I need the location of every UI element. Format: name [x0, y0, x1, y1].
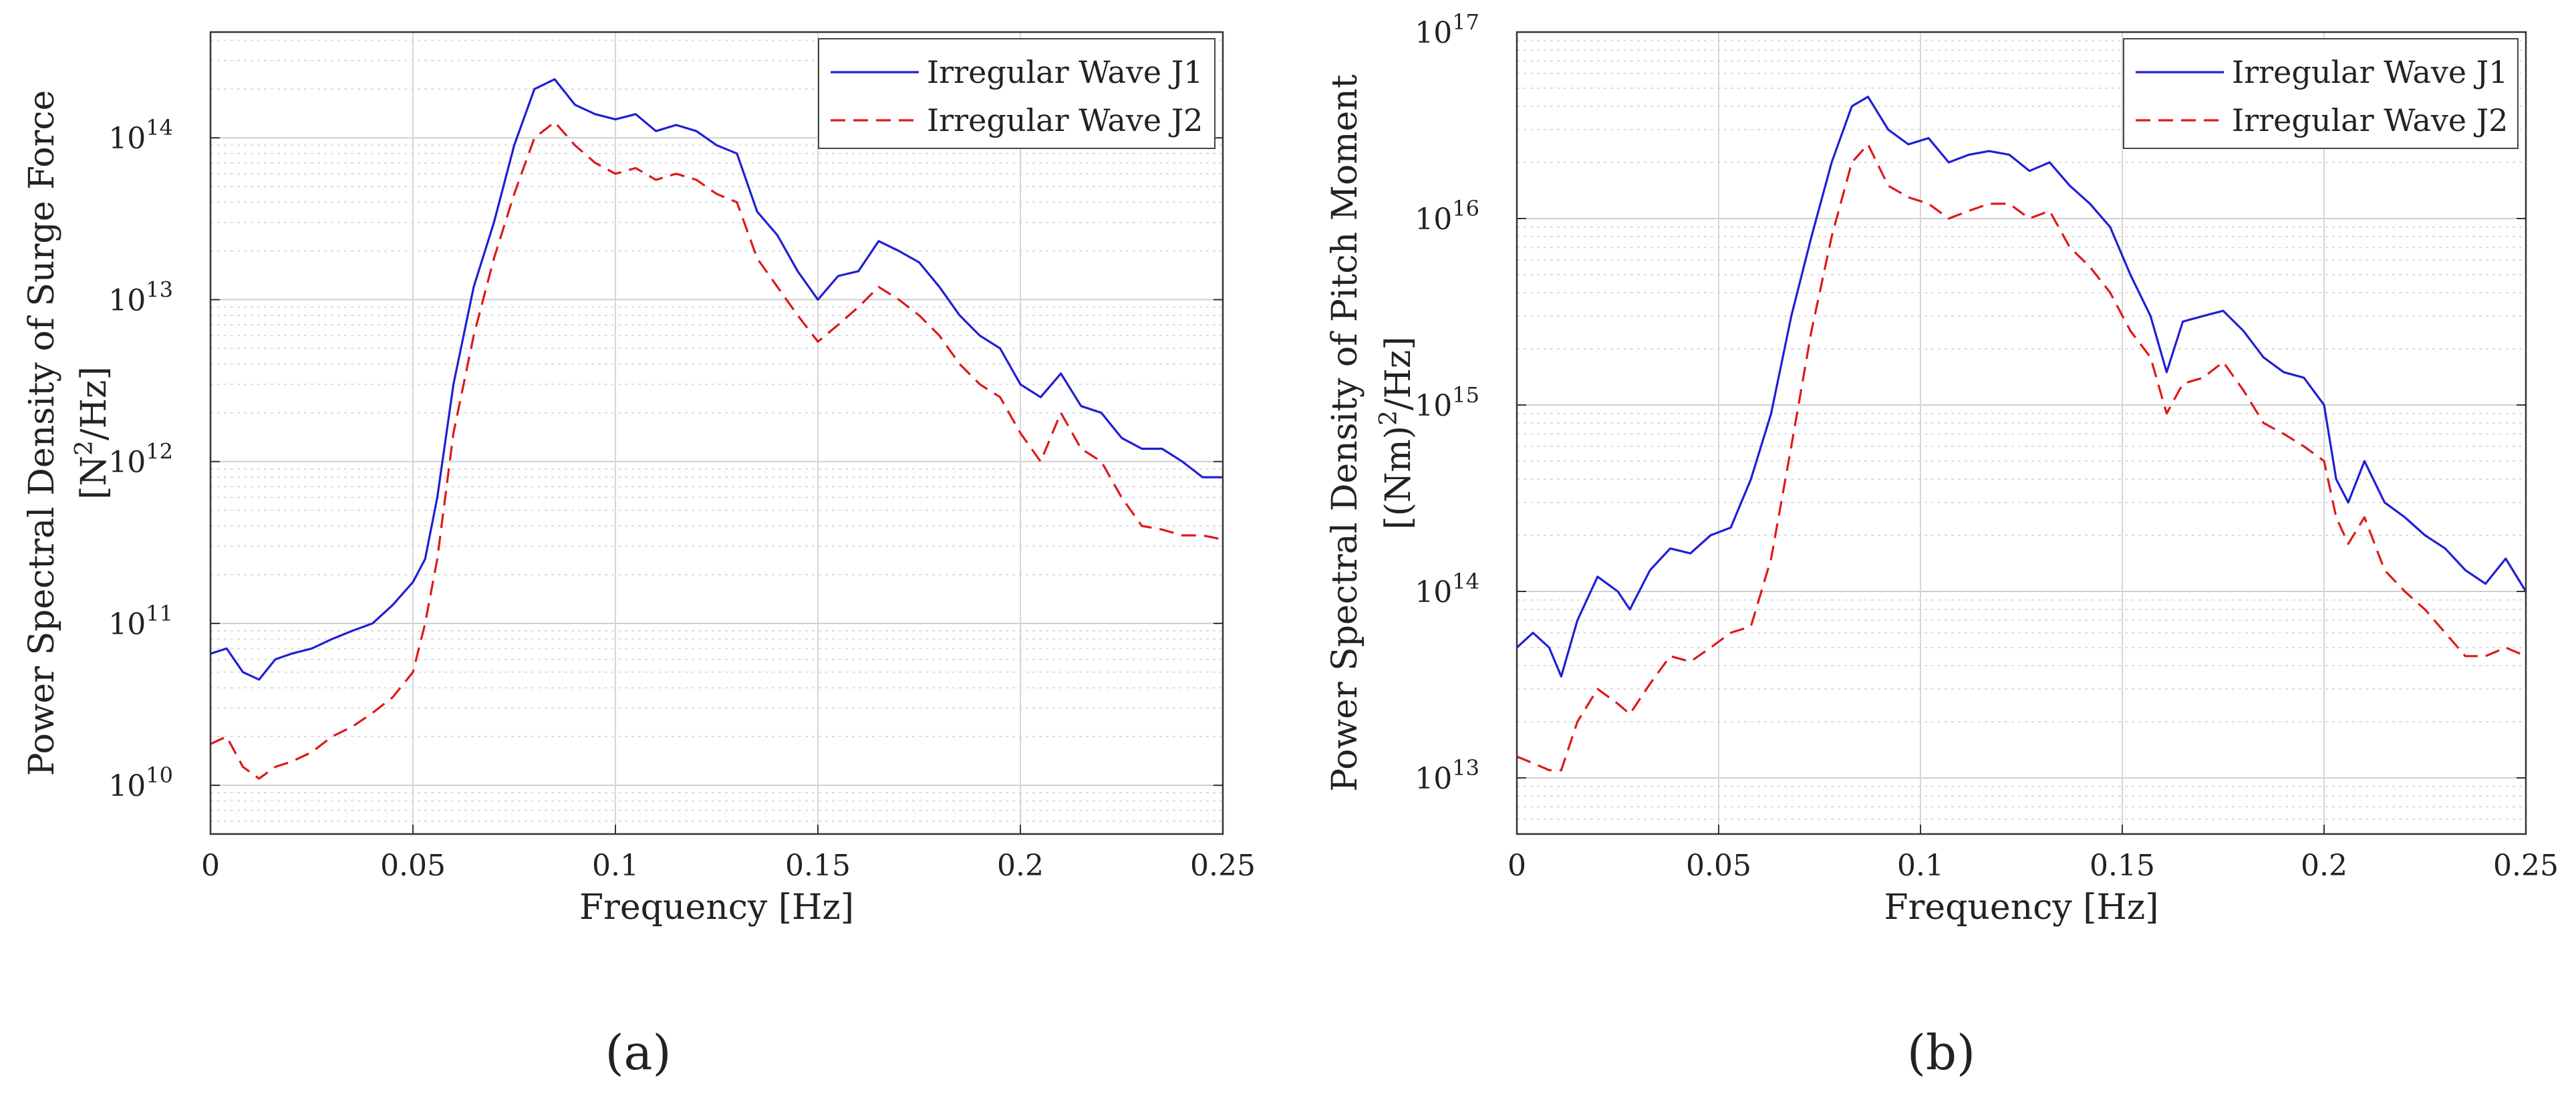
y-tick-label-a: 1014 [108, 115, 173, 156]
y-tick-label-a: 1012 [108, 439, 173, 480]
y-tick-exponent-b: 17 [1452, 9, 1479, 35]
y-axis-label-part-b: [(Nm) [1379, 426, 1419, 530]
legend-label-a-j2: Irregular Wave J2 [927, 102, 1203, 138]
y-tick-base-b: 10 [1415, 389, 1452, 423]
legend-label-b-j2: Irregular Wave J2 [2232, 102, 2508, 138]
x-tick-label-a: 0.05 [380, 849, 446, 883]
y-tick-exponent-b: 14 [1452, 569, 1479, 594]
y-tick-label-a: 1013 [108, 277, 173, 317]
x-tick-label-b: 0.1 [1897, 849, 1944, 883]
y-axis-label-part-a: [N [74, 456, 114, 500]
legend-b [2123, 38, 2519, 149]
y-tick-exponent-a: 10 [146, 763, 173, 788]
legend-label-b-j1: Irregular Wave J1 [2232, 54, 2508, 90]
axes-frame-b [1516, 31, 2527, 835]
x-tick-label-a: 0.25 [1190, 849, 1256, 883]
y-tick-exponent-a: 11 [146, 601, 173, 626]
legend-label-a-j1: Irregular Wave J1 [927, 54, 1203, 90]
legend-a [818, 38, 1215, 149]
x-tick-label-b: 0.2 [2301, 849, 2347, 883]
y-tick-exponent-a: 13 [146, 277, 173, 302]
y-tick-label-b: 1014 [1415, 569, 1479, 609]
x-tick-label-b: 0.25 [2493, 849, 2559, 883]
x-tick-label-a: 0.1 [592, 849, 639, 883]
plot-area-b [1517, 32, 2526, 834]
y-axis-label-line2-b: [(Nm)2/Hz] [1375, 336, 1419, 529]
y-tick-base-a: 10 [108, 283, 146, 317]
y-tick-label-b: 1016 [1415, 196, 1479, 237]
y-tick-exponent-b: 15 [1452, 382, 1479, 408]
y-axis-label-line1-b: Power Spectral Density of Pitch Moment [1325, 74, 1365, 792]
y-tick-label-b: 1017 [1415, 9, 1479, 50]
y-tick-base-a: 10 [108, 446, 146, 480]
x-axis-label-b: Frequency [Hz] [1884, 887, 2158, 928]
series-line-b-j1 [1516, 96, 2527, 678]
y-tick-exponent-b: 16 [1452, 196, 1479, 221]
y-tick-base-a: 10 [108, 607, 146, 642]
x-tick-label-b: 0 [1508, 849, 1526, 883]
y-tick-base-b: 10 [1415, 575, 1452, 609]
caption-a: (a) [605, 1024, 671, 1081]
y-tick-label-b: 1015 [1415, 382, 1479, 423]
y-tick-base-a: 10 [108, 769, 146, 803]
y-tick-base-b: 10 [1415, 16, 1452, 50]
y-axis-label-part-a: 2 [71, 440, 98, 456]
plot-area-a [210, 32, 1223, 834]
y-tick-base-b: 10 [1415, 762, 1452, 796]
y-tick-exponent-b: 13 [1452, 755, 1479, 781]
y-tick-base-b: 10 [1415, 202, 1452, 237]
y-tick-label-b: 1013 [1415, 755, 1479, 796]
y-tick-base-a: 10 [108, 122, 146, 156]
x-tick-label-a: 0.15 [785, 849, 851, 883]
y-axis-label-part-b: 2 [1375, 410, 1403, 426]
y-axis-label-part-a: /Hz] [74, 366, 114, 440]
axes-frame-a [209, 31, 1224, 835]
x-tick-label-b: 0.05 [1686, 849, 1751, 883]
x-axis-label-a: Frequency [Hz] [579, 887, 854, 928]
caption-b: (b) [1907, 1024, 1975, 1081]
y-tick-exponent-a: 12 [146, 439, 173, 464]
series-line-b-j2 [1516, 143, 2527, 772]
y-axis-label-part-b: /Hz] [1379, 336, 1419, 410]
series-line-a-j2 [210, 121, 1224, 780]
x-tick-label-a: 0.2 [997, 849, 1044, 883]
y-axis-label-line2-a: [N2/Hz] [71, 366, 114, 499]
x-tick-label-b: 0.15 [2090, 849, 2155, 883]
x-tick-label-a: 0 [201, 849, 220, 883]
series-line-a-j1 [210, 78, 1223, 681]
y-axis-label-line1-a: Power Spectral Density of Surge Force [22, 90, 62, 777]
y-tick-label-a: 1011 [108, 601, 173, 642]
y-tick-label-a: 1010 [108, 763, 173, 803]
y-tick-exponent-a: 14 [146, 115, 173, 140]
